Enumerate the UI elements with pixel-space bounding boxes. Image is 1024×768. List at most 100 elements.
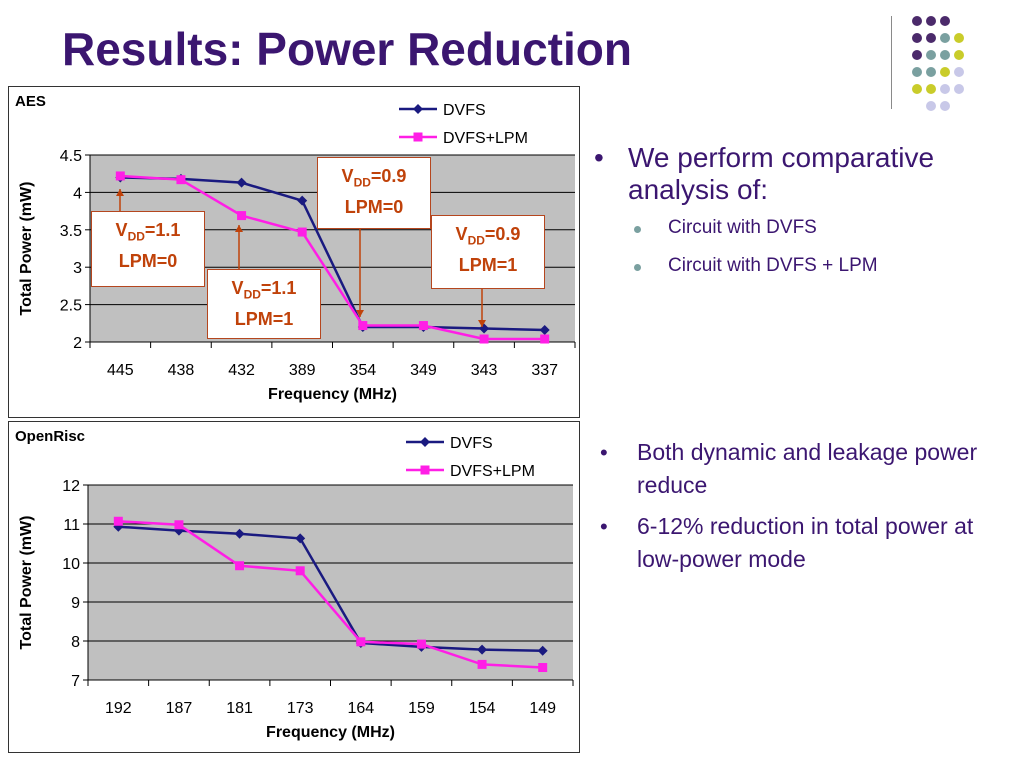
data-point-dvfs-lpm	[237, 211, 247, 221]
legend-marker-dvfs-lpm	[420, 465, 430, 475]
annotation-lpm-value: LPM=0	[118, 250, 178, 271]
data-point-dvfs	[539, 325, 550, 336]
data-point-dvfs-lpm	[176, 175, 186, 185]
decorative-dot	[926, 101, 936, 111]
bullets-bottom: Both dynamic and leakage power reduce 6-…	[590, 436, 1010, 584]
x-tick-label: 343	[471, 362, 498, 379]
x-tick-label: 445	[107, 362, 134, 379]
bullet-sub-dvfs: Circuit with DVFS	[590, 216, 1010, 240]
x-tick-label: 187	[166, 700, 193, 717]
data-point-dvfs	[295, 533, 306, 544]
decorative-divider	[891, 16, 892, 109]
decorative-dot	[912, 50, 922, 60]
decorative-dot	[926, 67, 936, 77]
decorative-dot	[912, 16, 922, 26]
x-tick-label: 164	[347, 700, 374, 717]
y-tick-label: 10	[62, 556, 80, 573]
decorative-dot	[954, 50, 964, 60]
y-tick-label: 7	[71, 673, 80, 690]
decorative-dot	[912, 33, 922, 43]
annotation-dd-label: DD	[467, 233, 485, 248]
decorative-dot	[940, 16, 950, 26]
y-tick-label: 4.5	[60, 148, 82, 165]
data-point-dvfs	[297, 195, 308, 206]
y-tick-label: 8	[71, 634, 80, 651]
openrisc-chart-title: OpenRisc	[15, 428, 86, 445]
decorative-dot	[954, 84, 964, 94]
series-line-dvfs-lpm	[120, 174, 545, 341]
decorative-dot	[954, 67, 964, 77]
x-axis-label: Frequency (MHz)	[266, 724, 395, 741]
data-point-dvfs	[234, 528, 245, 539]
legend-marker-dvfs	[413, 104, 423, 114]
y-tick-label: 12	[62, 478, 80, 495]
data-point-dvfs	[537, 645, 548, 656]
decorative-dot	[940, 67, 950, 77]
data-point-dvfs-lpm	[416, 639, 426, 649]
data-point-dvfs-lpm	[540, 334, 550, 344]
x-tick-label: 354	[349, 362, 376, 379]
annotation-vdd-value: 0.9	[495, 224, 521, 244]
annotation-dd-label: DD	[127, 229, 145, 244]
legend-label: DVFS+LPM	[443, 130, 528, 147]
data-point-dvfs-lpm	[297, 227, 307, 237]
data-point-dvfs	[113, 521, 124, 532]
annotation-v-label: V	[455, 224, 468, 244]
openrisc-chart: 7 8 9 10 11 12 192 187 181 173 164 159 154 149 Frequen…	[8, 421, 580, 753]
bullets-top: We perform comparative analysis of: Circ…	[590, 142, 1010, 278]
decorative-dot	[926, 84, 936, 94]
x-tick-label: 432	[228, 362, 255, 379]
data-point-dvfs-lpm	[358, 321, 368, 331]
annotation-lpm-value: LPM=1	[234, 308, 294, 329]
annotation-vdd11-lpm1: VDD=1.1 LPM=1	[207, 269, 321, 339]
annotation-lpm-value: LPM=1	[458, 254, 518, 275]
x-tick-label: 349	[410, 362, 437, 379]
data-point-dvfs-lpm	[295, 566, 305, 576]
y-tick-label: 11	[63, 517, 80, 534]
annotation-arrowhead	[116, 189, 124, 196]
data-point-dvfs	[477, 644, 488, 655]
annotation-eq: =	[484, 224, 496, 244]
data-point-dvfs-lpm	[115, 171, 125, 181]
legend-label: DVFS+LPM	[450, 463, 535, 480]
x-tick-label: 438	[168, 362, 195, 379]
bullet-main: We perform comparative analysis of:	[590, 142, 1010, 206]
decorative-dot	[926, 50, 936, 60]
annotation-eq: =	[260, 278, 272, 298]
legend-label: DVFS	[450, 435, 493, 452]
slide-title: Results: Power Reduction	[62, 23, 632, 75]
decorative-dot	[954, 33, 964, 43]
y-tick-label: 3.5	[60, 223, 82, 240]
annotation-arrowhead	[235, 225, 243, 232]
decorative-dot	[940, 33, 950, 43]
y-tick-label: 4	[73, 185, 82, 202]
data-point-dvfs-lpm	[235, 561, 245, 571]
y-tick-label: 2.5	[60, 298, 82, 315]
openrisc-chart-plot: 7 8 9 10 11 12 192 187 181 173 164 159 154 149 Frequen…	[18, 435, 574, 741]
bullet-dynamic-leakage: Both dynamic and leakage power reduce	[590, 436, 1010, 502]
data-point-dvfs-lpm	[538, 663, 548, 673]
decorative-dot	[912, 67, 922, 77]
annotation-eq: =	[144, 220, 156, 240]
data-point-dvfs-lpm	[418, 321, 428, 331]
annotation-arrowhead	[478, 320, 486, 327]
annotation-v-label: V	[341, 166, 354, 186]
annotation-vdd09-lpm0: VDD=0.9 LPM=0	[317, 157, 431, 229]
annotation-vdd-value: 1.1	[155, 220, 181, 240]
data-point-dvfs	[236, 177, 247, 188]
y-axis-label: Total Power (mW)	[18, 516, 35, 650]
annotation-v-label: V	[115, 220, 128, 240]
bullet-reduction: 6-12% reduction in total power at low-po…	[590, 510, 1010, 576]
x-tick-label: 181	[226, 700, 253, 717]
x-tick-label: 149	[529, 700, 556, 717]
annotation-arrowhead	[356, 310, 364, 317]
data-point-dvfs-lpm	[174, 520, 184, 530]
x-tick-label: 159	[408, 700, 435, 717]
annotation-vdd-value: 0.9	[381, 166, 407, 186]
annotation-vdd09-lpm1: VDD=0.9 LPM=1	[431, 215, 545, 289]
x-tick-label: 389	[289, 362, 316, 379]
data-point-dvfs-lpm	[479, 334, 489, 344]
aes-chart: 2 2.5 3 3.5 4 4.5 445 438 432 389 354 349 343 337 Freq…	[8, 86, 580, 418]
x-tick-label: 154	[469, 700, 496, 717]
annotation-v-label: V	[231, 278, 244, 298]
